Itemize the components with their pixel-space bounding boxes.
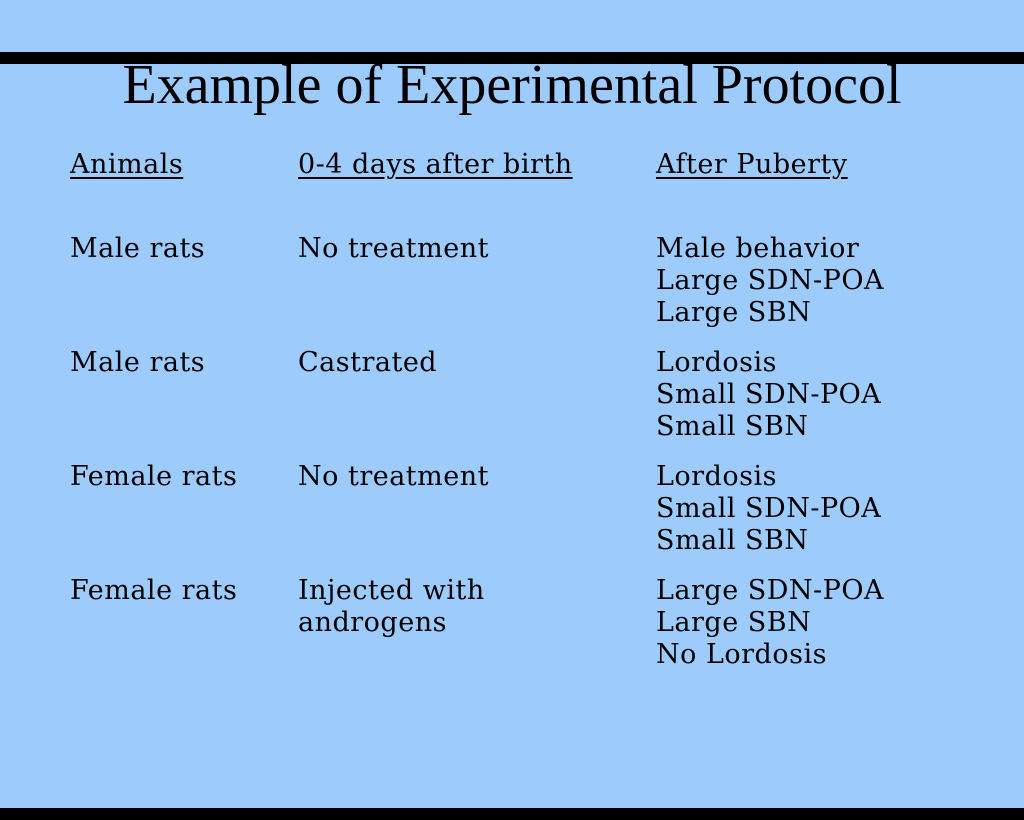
table-row: Male rats Castrated Lordosis Small SDN-P… (70, 347, 994, 443)
table-row: Male rats No treatment Male behavior Lar… (70, 233, 994, 329)
bottom-border-bar (0, 808, 1024, 820)
outcome-line: Large SDN-POA (656, 265, 884, 297)
outcome-line: Male behavior (656, 233, 860, 265)
header-animals: Animals (70, 149, 184, 181)
treatment-cell: No treatment (298, 461, 656, 557)
outcome-line: Large SBN (656, 607, 812, 639)
treatment-line: No treatment (298, 233, 489, 265)
treatment-cell: Castrated (298, 347, 656, 443)
outcome-line: Small SBN (656, 411, 809, 443)
outcome-line: Lordosis (656, 347, 777, 379)
outcome-cell: Lordosis Small SDN-POA Small SBN (656, 461, 994, 557)
outcome-line: Large SDN-POA (656, 575, 884, 607)
treatment-cell: No treatment (298, 233, 656, 329)
header-after-puberty: After Puberty (656, 149, 848, 181)
outcome-cell: Male behavior Large SDN-POA Large SBN (656, 233, 994, 329)
treatment-line: No treatment (298, 461, 489, 493)
treatment-line: Injected with (298, 575, 485, 607)
outcome-cell: Large SDN-POA Large SBN No Lordosis (656, 575, 994, 671)
outcome-line: Small SDN-POA (656, 493, 882, 525)
header-treatment: 0-4 days after birth (298, 149, 573, 181)
table-row: Female rats Injected with androgens Larg… (70, 575, 994, 671)
animals-cell: Female rats (70, 575, 238, 607)
treatment-line: androgens (298, 607, 447, 639)
animals-cell: Male rats (70, 347, 206, 379)
outcome-line: Large SBN (656, 297, 812, 329)
outcome-line: Small SDN-POA (656, 379, 882, 411)
outcome-line: Small SBN (656, 525, 809, 557)
top-border-bar (0, 52, 1024, 64)
treatment-line: Castrated (298, 347, 438, 379)
slide-title: Example of Experimental Protocol (122, 54, 902, 116)
outcome-cell: Lordosis Small SDN-POA Small SBN (656, 347, 994, 443)
outcome-line: Lordosis (656, 461, 777, 493)
outcome-line: No Lordosis (656, 639, 827, 671)
animals-cell: Male rats (70, 233, 206, 265)
table-header-row: Animals 0-4 days after birth After Puber… (70, 149, 994, 181)
table-row: Female rats No treatment Lordosis Small … (70, 461, 994, 557)
treatment-cell: Injected with androgens (298, 575, 656, 671)
animals-cell: Female rats (70, 461, 238, 493)
protocol-table: Animals 0-4 days after birth After Puber… (0, 119, 1024, 671)
